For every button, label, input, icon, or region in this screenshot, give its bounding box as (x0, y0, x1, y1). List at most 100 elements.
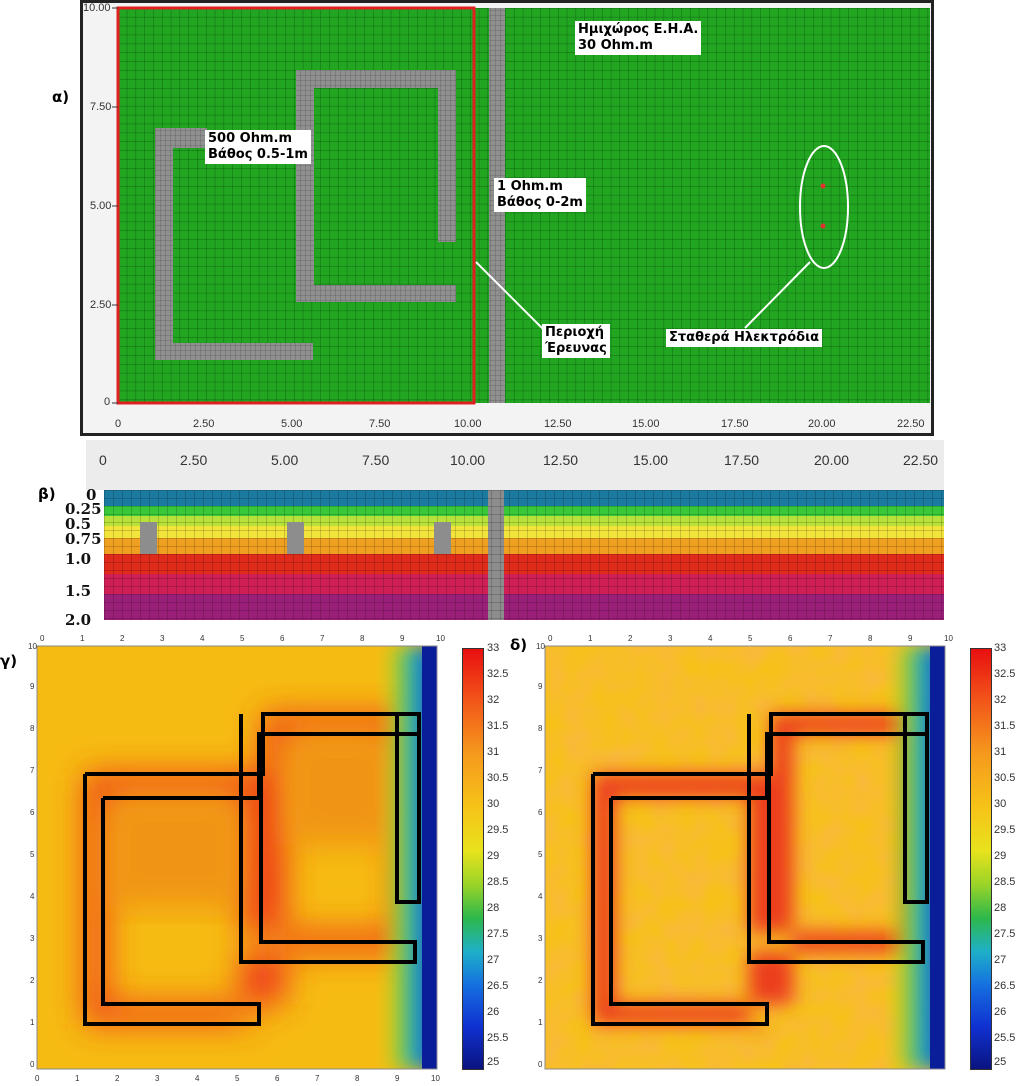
colorbar-tick: 28 (487, 902, 500, 914)
colorbar-tick: 25 (487, 1056, 500, 1068)
panel-d-yticks: 10 9 8 7 6 5 4 3 2 1 0 (536, 642, 546, 1072)
x-tick: 7 (315, 1074, 320, 1083)
colorbar-tick: 31.5 (994, 720, 1016, 732)
survey-area-label-line1: Περιοχή (545, 325, 605, 340)
y-tick: 3 (538, 934, 543, 943)
x-tick: 0 (99, 452, 107, 468)
panel-b-axis-bar (86, 440, 944, 490)
y-tick: 2 (538, 976, 543, 985)
y-tick: 7 (538, 766, 543, 775)
y-tick: 2 (30, 976, 35, 985)
colorbar-tick: 31 (487, 746, 500, 758)
x-tick: 8 (868, 634, 873, 643)
colorbar-tick: 27.5 (487, 928, 509, 940)
x-tick: 7 (320, 634, 325, 643)
colorbar-tick: 28 (994, 902, 1007, 914)
x-tick: 20.00 (808, 418, 836, 430)
y-tick: 0 (30, 1060, 35, 1069)
x-tick: 6 (788, 634, 793, 643)
x-tick: 22.50 (903, 452, 939, 468)
colorbar-tick: 32 (994, 694, 1007, 706)
x-tick: 10.00 (454, 418, 482, 430)
x-tick: 17.50 (721, 418, 749, 430)
x-tick: 4 (200, 634, 205, 643)
survey-area-pointer (475, 261, 545, 331)
y-tick: 10 (536, 642, 545, 651)
x-tick: 8 (360, 634, 365, 643)
y-tick: 0 (538, 1060, 543, 1069)
panel-b-section (104, 490, 944, 620)
colorbar-tick: 30.5 (994, 772, 1016, 784)
electrodes-pointer (744, 261, 811, 329)
resistive-label-line2: Βάθος 0.5-1m (208, 147, 308, 162)
resistive-block-section (287, 522, 304, 554)
colorbar-tick: 33 (487, 642, 500, 654)
y-tick: 4 (30, 892, 35, 901)
y-tick: 2.50 (90, 299, 112, 311)
panel-c-map (36, 645, 438, 1070)
colorbar-tick: 32 (487, 694, 500, 706)
depth-tick: 2.0 (65, 611, 92, 629)
y-tick: 9 (30, 682, 35, 691)
colorbar-c-ticks: 33 32.5 32 31.5 31 30.5 30 29.5 29 28.5 … (487, 642, 525, 1072)
x-tick: 20.00 (814, 452, 850, 468)
resistive-label: 500 Ohm.m Βάθος 0.5-1m (205, 130, 311, 164)
x-tick: 0 (115, 418, 122, 430)
x-tick: 0 (548, 634, 553, 643)
y-tick: 7 (30, 766, 35, 775)
conductive-label-line1: 1 Ohm.m (497, 179, 563, 194)
colorbar-tick: 30 (994, 798, 1007, 810)
colorbar-c (462, 648, 484, 1070)
colorbar-d (970, 648, 992, 1070)
y-tick: 0 (104, 396, 111, 408)
x-tick: 7 (828, 634, 833, 643)
x-tick: 15.00 (633, 452, 669, 468)
x-tick: 6 (280, 634, 285, 643)
colorbar-tick: 28.5 (487, 876, 509, 888)
x-tick: 5.00 (271, 452, 299, 468)
x-tick: 3 (155, 1074, 160, 1083)
colorbar-tick: 29 (487, 850, 500, 862)
x-tick: 1 (80, 634, 85, 643)
y-tick: 1 (538, 1018, 543, 1027)
resistive-shape-left (155, 128, 313, 360)
panel-d-letter: δ) (510, 636, 528, 654)
colorbar-tick: 28.5 (994, 876, 1016, 888)
colorbar-tick: 26.5 (994, 980, 1016, 992)
colorbar-tick: 29 (994, 850, 1007, 862)
halfspace-label-line1: Ημιχώρος Ε.Η.Α. (578, 22, 699, 37)
halfspace-label-line2: 30 Ohm.m (578, 38, 653, 53)
survey-area-label-line2: Έρευνας (545, 341, 607, 356)
y-tick: 10.00 (83, 2, 111, 14)
x-tick: 5 (235, 1074, 240, 1083)
x-tick: 5 (240, 634, 245, 643)
panel-c-yticks: 10 9 8 7 6 5 4 3 2 1 0 (28, 642, 38, 1072)
colorbar-tick: 27.5 (994, 928, 1016, 940)
x-tick: 10 (431, 1074, 440, 1083)
panel-a-map (112, 6, 930, 405)
colorbar-tick: 32.5 (994, 668, 1016, 680)
y-tick: 6 (30, 808, 35, 817)
x-tick: 7.50 (362, 452, 390, 468)
x-tick: 2 (115, 1074, 120, 1083)
resistive-shape-right (296, 70, 456, 302)
colorbar-tick: 25 (994, 1056, 1007, 1068)
x-tick: 8 (355, 1074, 360, 1083)
depth-tick: 1.0 (65, 550, 92, 568)
panel-d-map (544, 645, 946, 1070)
x-tick: 3 (160, 634, 165, 643)
colorbar-tick: 31.5 (487, 720, 509, 732)
resistive-block-section (140, 522, 157, 554)
x-tick: 22.50 (897, 418, 925, 430)
colorbar-tick: 27 (487, 954, 500, 966)
colorbar-tick: 26 (487, 1006, 500, 1018)
x-tick: 9 (395, 1074, 400, 1083)
x-tick: 1 (75, 1074, 80, 1083)
panel-d-xticks: 0 1 2 3 4 5 6 7 8 9 10 (540, 634, 960, 646)
x-tick: 5.00 (281, 418, 303, 430)
electrodes-label: Σταθερά Ηλεκτρόδια (666, 329, 823, 347)
depth-tick: 0.5 (65, 515, 92, 533)
y-tick: 10 (28, 642, 37, 651)
y-tick: 4 (538, 892, 543, 901)
panel-b-letter: β) (38, 485, 56, 503)
